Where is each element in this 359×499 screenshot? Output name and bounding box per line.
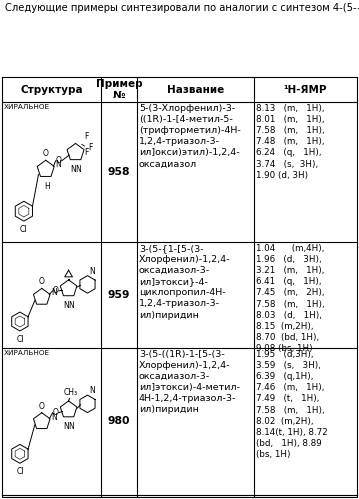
Text: N: N (51, 413, 57, 422)
Text: O: O (53, 286, 59, 295)
Text: N: N (75, 165, 81, 174)
Text: F: F (88, 143, 93, 152)
Text: O: O (56, 156, 62, 165)
Text: 3-(5-((1R)-1-[5-(3-
Хлорфенил)-1,2,4-
оксадиазол-3-
ил]этокси)-4-метил-
4H-1,2,4: 3-(5-((1R)-1-[5-(3- Хлорфенил)-1,2,4- ок… (139, 350, 240, 415)
Text: N: N (56, 160, 61, 169)
Text: N: N (89, 266, 95, 275)
Text: Cl: Cl (16, 467, 24, 476)
Text: N: N (68, 422, 74, 431)
Text: N: N (51, 288, 57, 297)
Text: N: N (89, 386, 95, 395)
Text: Пример
№: Пример № (96, 79, 143, 100)
Text: ХИРАЛЬНОЕ: ХИРАЛЬНОЕ (4, 104, 50, 110)
Text: H: H (45, 182, 50, 191)
Text: 1.04      (m,4H),
1.96   (d,   3H),
3.21   (m,   1H),
6.41   (q,   1H),
7.45   (: 1.04 (m,4H), 1.96 (d, 3H), 3.21 (m, 1H),… (256, 244, 325, 353)
Text: O: O (39, 277, 45, 286)
Text: Следующие примеры синтезировали по аналогии с синтезом 4-(5-{1-[5-(3-хлорфенил)-: Следующие примеры синтезировали по анало… (5, 3, 359, 13)
Text: Cl: Cl (16, 335, 24, 344)
Text: 959: 959 (108, 290, 130, 300)
Text: 1.95   (d,3H),
3.59   (s,   3H),
6.39   (q,1H),
7.46   (m,   1H),
7.49   (t,   1: 1.95 (d,3H), 3.59 (s, 3H), 6.39 (q,1H), … (256, 350, 328, 459)
Text: Структура: Структура (20, 84, 83, 94)
Text: O: O (43, 149, 49, 158)
Text: 980: 980 (108, 417, 130, 427)
Text: 5-(3-Хлорфенил)-3-
((1R)-1-[4-метил-5-
(трифторметил)-4H-
1,2,4-триазол-3-
ил]ок: 5-(3-Хлорфенил)-3- ((1R)-1-[4-метил-5- (… (139, 104, 241, 169)
Text: 958: 958 (108, 167, 130, 177)
Text: Cl: Cl (20, 225, 28, 234)
Text: 3-(5-{1-[5-(3-
Хлорфенил)-1,2,4-
оксадиазол-3-
ил]этокси}-4-
циклопропил-4H-
1,2: 3-(5-{1-[5-(3- Хлорфенил)-1,2,4- оксадиа… (139, 244, 230, 319)
Text: N: N (70, 165, 76, 174)
Bar (2, 77, 357, 497)
Text: O: O (39, 402, 45, 411)
Text: N: N (63, 422, 69, 431)
Text: ХИРАЛЬНОЕ: ХИРАЛЬНОЕ (4, 350, 50, 356)
Text: N: N (68, 301, 74, 310)
Text: O: O (53, 408, 59, 417)
Text: F: F (84, 148, 89, 157)
Text: ¹H-ЯМР: ¹H-ЯМР (284, 84, 327, 94)
Text: CH₃: CH₃ (63, 388, 78, 397)
Text: F: F (84, 132, 89, 141)
Text: Название: Название (167, 84, 224, 94)
Text: 8.13   (m,   1H),
8.01   (m,   1H),
7.58   (m,   1H),
7.48   (m,   1H),
6.24   (: 8.13 (m, 1H), 8.01 (m, 1H), 7.58 (m, 1H)… (256, 104, 325, 180)
Text: N: N (63, 301, 69, 310)
